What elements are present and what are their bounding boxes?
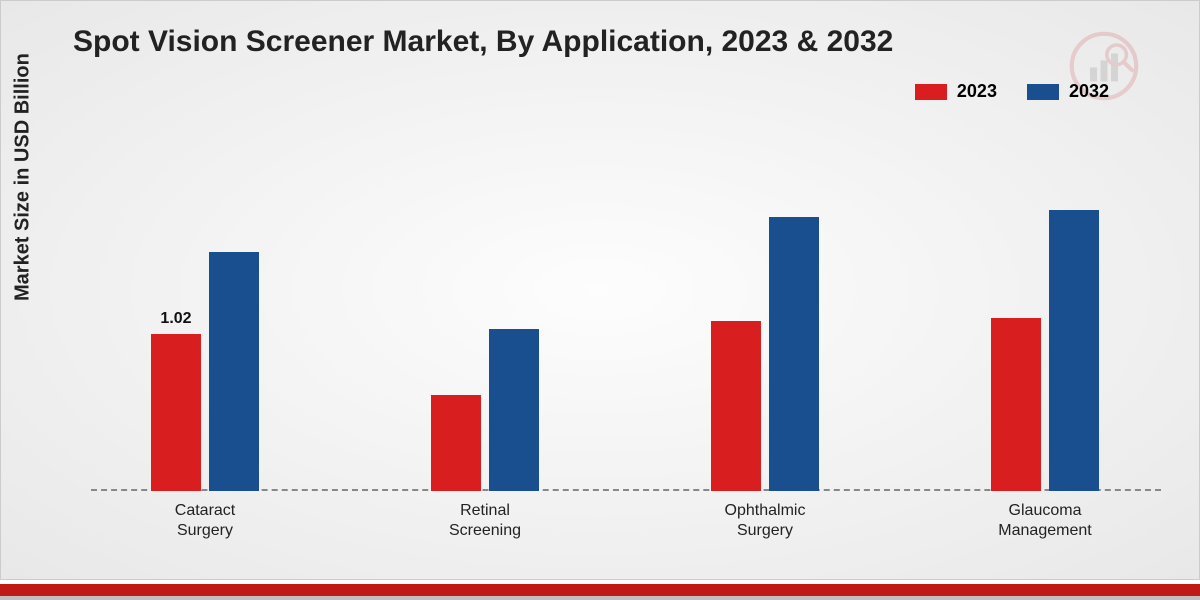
footer-grey-bar (0, 596, 1200, 600)
x-axis-category-label: Cataract Surgery (175, 501, 235, 541)
bar (711, 321, 761, 491)
bar (991, 318, 1041, 491)
legend: 2023 2032 (915, 81, 1109, 102)
y-axis-label: Market Size in USD Billion (12, 53, 35, 301)
bar (431, 395, 481, 491)
bar: 1.02 (151, 334, 201, 491)
bar (769, 217, 819, 491)
footer-stripe (0, 584, 1200, 600)
bar (1049, 210, 1099, 491)
bar (209, 252, 259, 491)
legend-item: 2023 (915, 81, 997, 102)
plot-area: 1.02Cataract Surgery Retinal Screening Oph… (91, 121, 1161, 491)
x-axis-category-label: Ophthalmic Surgery (725, 501, 806, 541)
chart-container: Spot Vision Screener Market, By Applicat… (0, 0, 1200, 580)
legend-swatch (1027, 84, 1059, 100)
bar-group: Glaucoma Management (991, 210, 1099, 491)
chart-title: Spot Vision Screener Market, By Applicat… (73, 25, 893, 59)
bar-group: Retinal Screening (431, 329, 539, 491)
footer-red-bar (0, 584, 1200, 596)
legend-item: 2032 (1027, 81, 1109, 102)
bar (489, 329, 539, 491)
legend-swatch (915, 84, 947, 100)
bar-group: 1.02Cataract Surgery (151, 252, 259, 491)
bar-value-label: 1.02 (160, 310, 191, 328)
legend-label: 2023 (957, 81, 997, 102)
bar-group: Ophthalmic Surgery (711, 217, 819, 491)
legend-label: 2032 (1069, 81, 1109, 102)
x-axis-category-label: Retinal Screening (449, 501, 521, 541)
x-axis-category-label: Glaucoma Management (998, 501, 1091, 541)
